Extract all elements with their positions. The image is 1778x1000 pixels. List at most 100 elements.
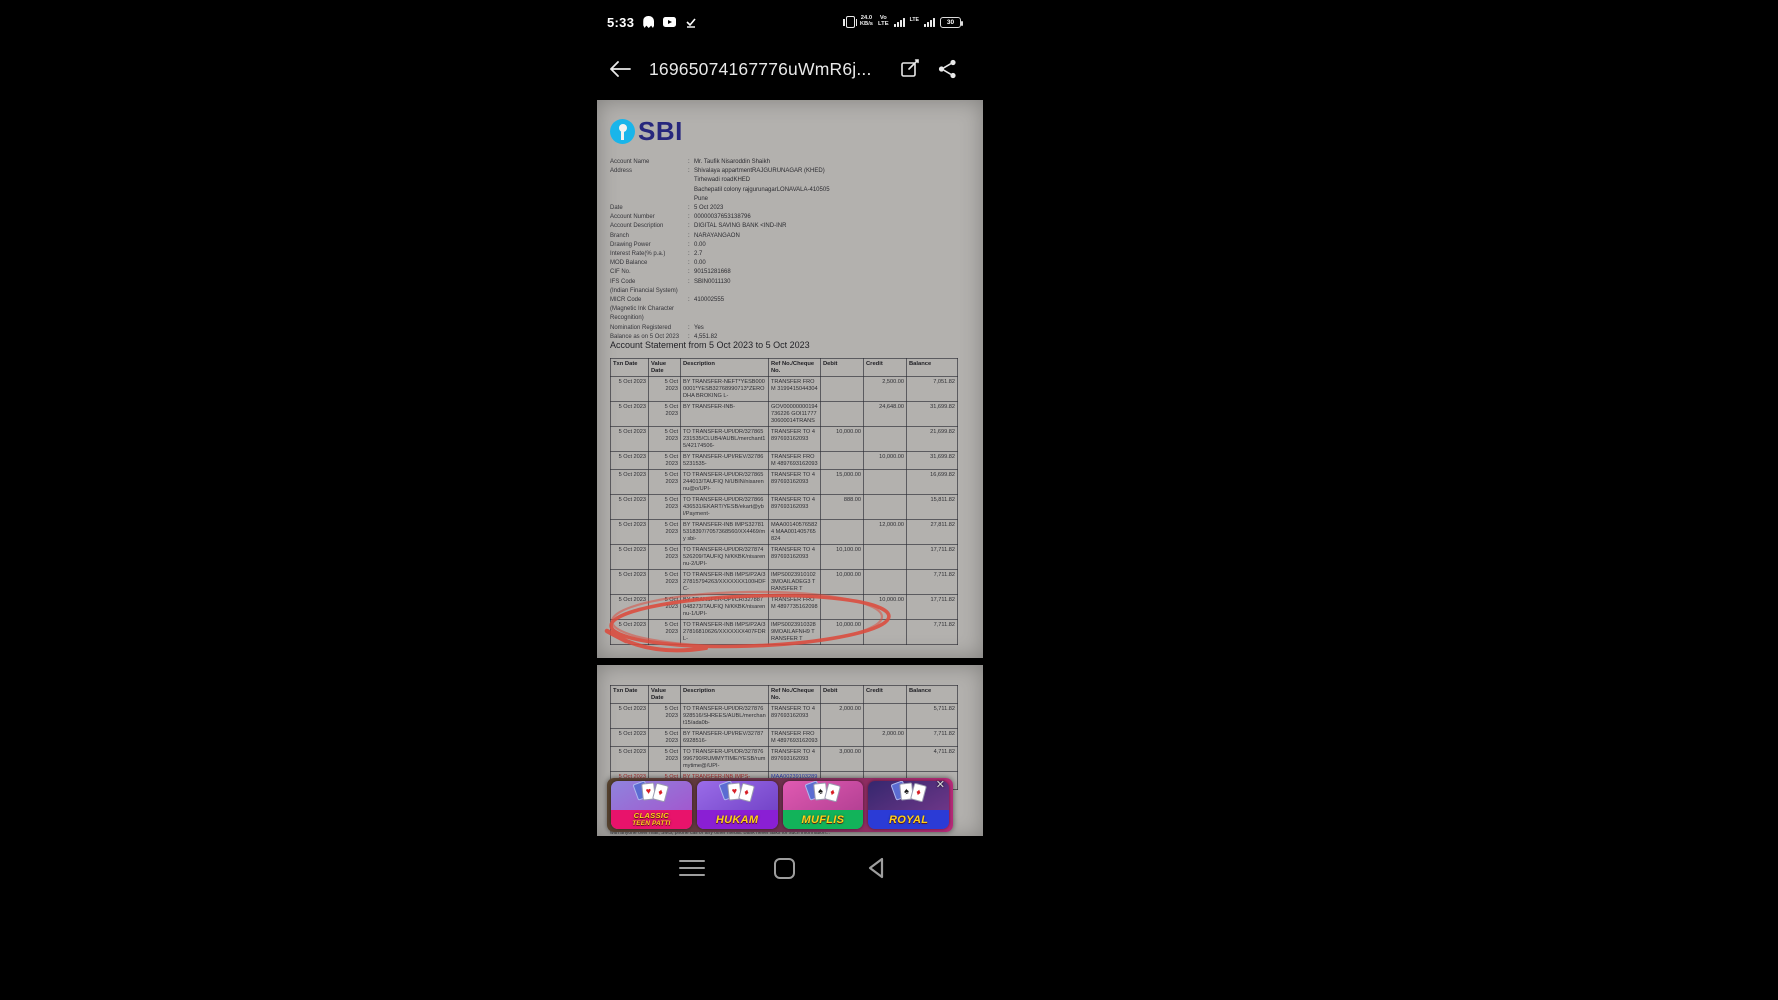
cell-txn-date: 5 Oct 2023 [610,746,649,772]
cell-balance: 31,699.82 [906,401,958,427]
info-value: 4,551.82 [694,333,718,340]
cell-ref-no: TRANSFER FROM 4897735162098 [768,594,821,620]
info-value: Tirhewadi roadKHED [694,177,751,184]
cell-balance: 7,711.82 [906,619,958,645]
cell-debit [820,376,864,402]
ad-tile-label: MUFLIS [782,810,864,829]
table-row: 5 Oct 2023 5 Oct 2023 BY TRANSFER-UPI/RE… [610,728,958,747]
menu-icon [679,860,705,876]
account-info-row: Nomination Registered : Yes [610,324,967,333]
table-row: 5 Oct 2023 5 Oct 2023 BY TRANSFER-NEFT*Y… [610,376,958,402]
account-info-row: Interest Rate(% p.a.) : 2.7 [610,250,967,259]
data-rate-value: 24.0 [860,15,873,22]
account-info-row: Pune [610,195,967,204]
cell-ref-no: TRANSFER TO 4897693162093 [768,469,821,495]
table-row: 5 Oct 2023 5 Oct 2023 TO TRANSFER-UPI/DR… [610,703,958,729]
info-value: Mr. Taufik Nisaroddin Shaikh [694,159,770,165]
ad-game-tile[interactable]: ♥ ♦ CLASSIC TEEN PATTI [611,781,692,829]
table-header: Txn Date Value Date Description Ref No./… [610,685,958,704]
ad-game-tile[interactable]: ♠ ♦ MUFLIS [782,781,864,829]
cell-debit: 2,000.00 [820,703,864,729]
table-row: 5 Oct 2023 5 Oct 2023 BY TRANSFER-UPI/CR… [610,594,958,620]
cell-debit [820,451,864,470]
account-info-row: MICR Code : 410002555 [610,296,967,305]
cell-credit: 10,000.00 [863,594,907,620]
table-row: 5 Oct 2023 5 Oct 2023 TO TRANSFER-UPI/DR… [610,746,958,772]
checkmark-notification-icon [685,16,697,28]
col-txn-date: Txn Date [610,358,649,377]
back-nav-button[interactable] [861,853,891,883]
cell-ref-no: TRANSFER TO 4897693162093 [768,426,821,452]
cell-txn-date: 5 Oct 2023 [610,594,649,620]
table-row: 5 Oct 2023 5 Oct 2023 TO TRANSFER-UPI/DR… [610,469,958,495]
ad-tiles: ♥ ♦ CLASSIC TEEN PATTI ♥ ♦ HUKAM ♠ ♦ MUF… [611,781,949,829]
info-label: (Magnetic Ink Character Recognition) [610,306,675,322]
cell-txn-date: 5 Oct 2023 [610,569,649,595]
cell-balance: 7,711.82 [906,728,958,747]
cell-credit: 2,500.00 [863,376,907,402]
cell-credit: 12,000.00 [863,519,907,545]
info-label: Account Description [610,223,664,230]
back-button[interactable] [609,61,631,77]
snapchat-notification-icon [643,16,655,28]
vibrate-icon [843,16,858,28]
home-button[interactable] [769,853,799,883]
data-rate: 24.0 KB/s [860,16,873,27]
info-label [610,195,688,204]
cell-debit: 3,000.00 [820,746,864,772]
cell-value-date: 5 Oct 2023 [648,746,681,772]
col-value-date: Value Date [648,358,681,377]
cell-credit [863,746,907,772]
info-label [610,186,688,195]
cell-description: TO TRANSFER-UPI/DR/327876996790/RUMMYTIM… [680,746,769,772]
account-info-row: Branch : NARAYANGAON [610,232,967,241]
info-value: SBIN0011130 [694,278,731,285]
cell-txn-date: 5 Oct 2023 [610,619,649,645]
title-bar: 16965074167776uWmR6j... [585,46,983,92]
cell-ref-no: TRANSFER TO 4897693162093 [768,746,821,772]
ad-close-icon[interactable]: ✕ [935,779,945,791]
edit-icon[interactable] [900,59,920,79]
cell-ref-no: TRANSFER TO 4897693162093 [768,544,821,570]
youtube-notification-icon [663,17,677,27]
cell-description: BY TRANSFER-INB IMPS327815318397/7057368… [680,519,769,545]
cell-ref-no: MAA001405765824 MAA001405765824 [768,519,821,545]
account-info-row: (Indian Financial System) [610,287,967,296]
phone-screen: 5:33 24.0 KB/s Vo LTE LTE [585,0,983,1000]
cell-balance: 5,711.82 [906,703,958,729]
cell-description: BY TRANSFER-UPI/REV/327865231535- [680,451,769,470]
info-value: Bachepatil colony rajgurunagarLONAVALA-4… [694,186,830,193]
cell-txn-date: 5 Oct 2023 [610,401,649,427]
cell-ref-no: TRANSFER TO 4897693162093 [768,494,821,520]
ad-banner[interactable]: ♥ ♦ CLASSIC TEEN PATTI ♥ ♦ HUKAM ♠ ♦ MUF… [607,778,953,832]
cell-value-date: 5 Oct 2023 [648,401,681,427]
info-value: NARAYANGAON [694,232,740,239]
info-value: Yes [694,324,704,331]
cell-txn-date: 5 Oct 2023 [610,728,649,747]
share-icon[interactable] [938,59,957,79]
cell-txn-date: 5 Oct 2023 [610,376,649,402]
info-value: DIGITAL SAVING BANK <IND-INR [694,223,787,230]
ad-game-tile[interactable]: ♠ ♦ ROYAL [868,781,949,829]
status-bar-right: 24.0 KB/s Vo LTE LTE 30 [843,16,963,28]
cell-value-date: 5 Oct 2023 [648,426,681,452]
recents-button[interactable] [677,853,707,883]
ad-tile-label: ROYAL [868,810,949,829]
ad-game-tile[interactable]: ♥ ♦ HUKAM [696,781,778,829]
clock: 5:33 [607,14,635,30]
cell-balance: 27,811.82 [906,519,958,545]
sbi-logo-icon [610,119,635,144]
col-debit: Debit [820,358,864,377]
cell-txn-date: 5 Oct 2023 [610,519,649,545]
table-row: 5 Oct 2023 5 Oct 2023 TO TRANSFER-UPI/DR… [610,544,958,570]
cell-balance: 31,699.82 [906,451,958,470]
cell-ref-no: TRANSFER FROM 4897693162093 [768,451,821,470]
ad-tile-label: HUKAM [696,810,778,829]
cell-description: TO TRANSFER-UPI/DR/327876928516/SHREES/A… [680,703,769,729]
cell-debit: 10,000.00 [820,569,864,595]
table-row: 5 Oct 2023 5 Oct 2023 BY TRANSFER-INB IM… [610,519,958,545]
info-value: 00000037653138796 [694,214,751,221]
info-label: Date [610,205,623,212]
cell-txn-date: 5 Oct 2023 [610,544,649,570]
